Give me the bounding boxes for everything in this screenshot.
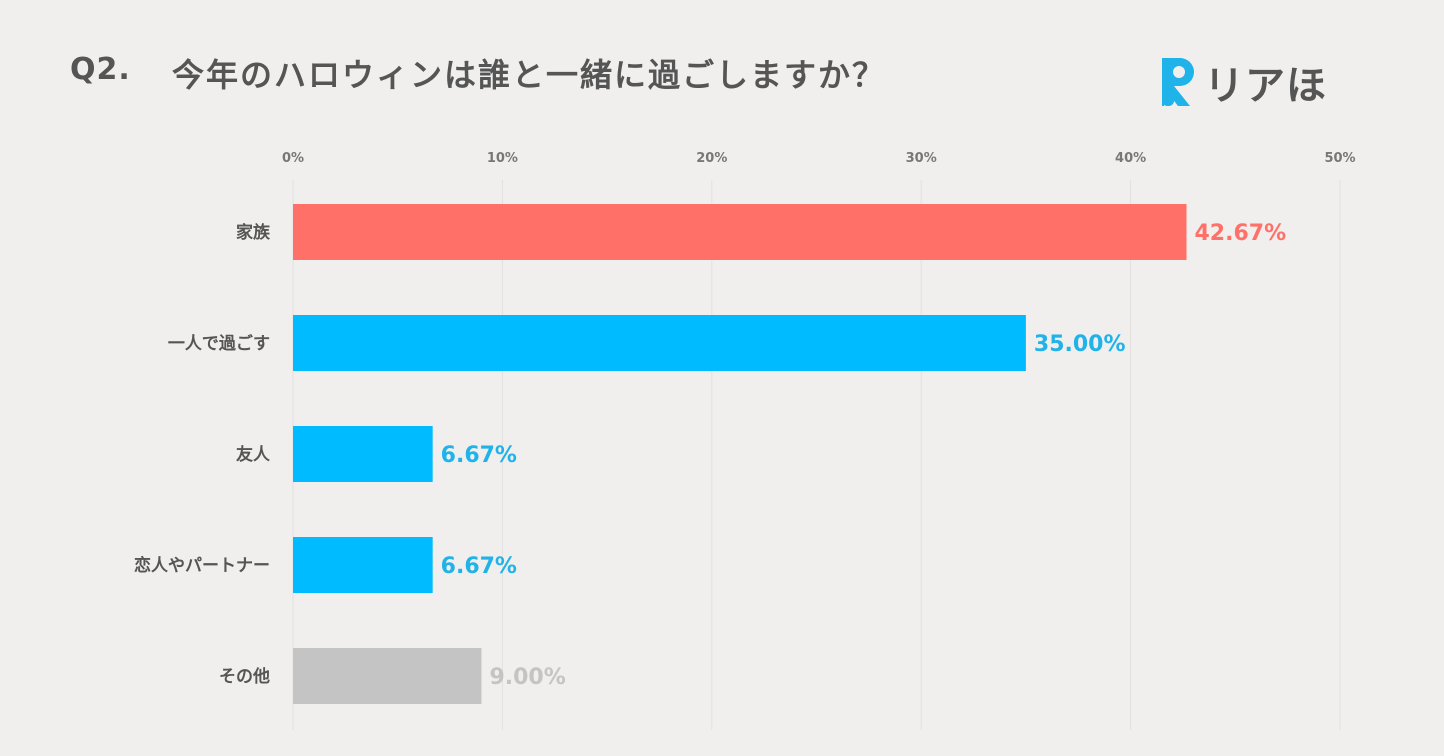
x-tick-label: 40% — [1115, 151, 1146, 166]
bar-row: 友人 6.67% — [236, 426, 517, 482]
x-tick-label: 10% — [487, 151, 518, 166]
value-label: 35.00% — [1034, 332, 1126, 357]
category-label: 恋人やパートナー — [134, 555, 270, 576]
x-tick-label: 0% — [282, 151, 304, 166]
bar-row: 一人で過ごす 35.00% — [168, 315, 1126, 371]
bar — [293, 537, 433, 593]
bar — [293, 648, 482, 704]
category-label: 家族 — [236, 222, 271, 243]
question-number: Q2. — [70, 52, 131, 87]
x-axis-ticks: 0% 10% 20% 30% 40% 50% — [282, 151, 1356, 166]
bar — [293, 204, 1187, 260]
x-tick-label: 20% — [696, 151, 727, 166]
x-tick-label: 30% — [906, 151, 937, 166]
bar-row: 恋人やパートナー 6.67% — [134, 537, 517, 593]
category-label: 友人 — [236, 444, 271, 465]
bars: 家族 42.67% 一人で過ごす 35.00% 友人 6.67% 恋人やパートナー 6.67%… — [134, 204, 1286, 704]
gridlines — [292, 180, 1341, 730]
logo-text: リアほ — [1204, 63, 1327, 109]
value-label: 9.00% — [489, 665, 565, 690]
category-label: 一人で過ごす — [168, 333, 270, 354]
category-label: その他 — [219, 666, 270, 687]
bar-row: その他 9.00% — [219, 648, 566, 704]
brand-logo: リアほ — [1158, 52, 1327, 112]
bar — [293, 426, 433, 482]
logo-r-icon — [1162, 58, 1194, 106]
x-tick-label: 50% — [1324, 151, 1355, 166]
bar-row: 家族 42.67% — [236, 204, 1286, 260]
bar — [293, 315, 1026, 371]
value-label: 42.67% — [1195, 221, 1287, 246]
chart-header: Q2. 今年のハロウィンは誰と一緒に過ごしますか？ リアほ — [0, 0, 1444, 130]
value-label: 6.67% — [441, 443, 517, 468]
question-title: 今年のハロウィンは誰と一緒に過ごしますか？ — [172, 56, 887, 94]
value-label: 6.67% — [441, 554, 517, 579]
